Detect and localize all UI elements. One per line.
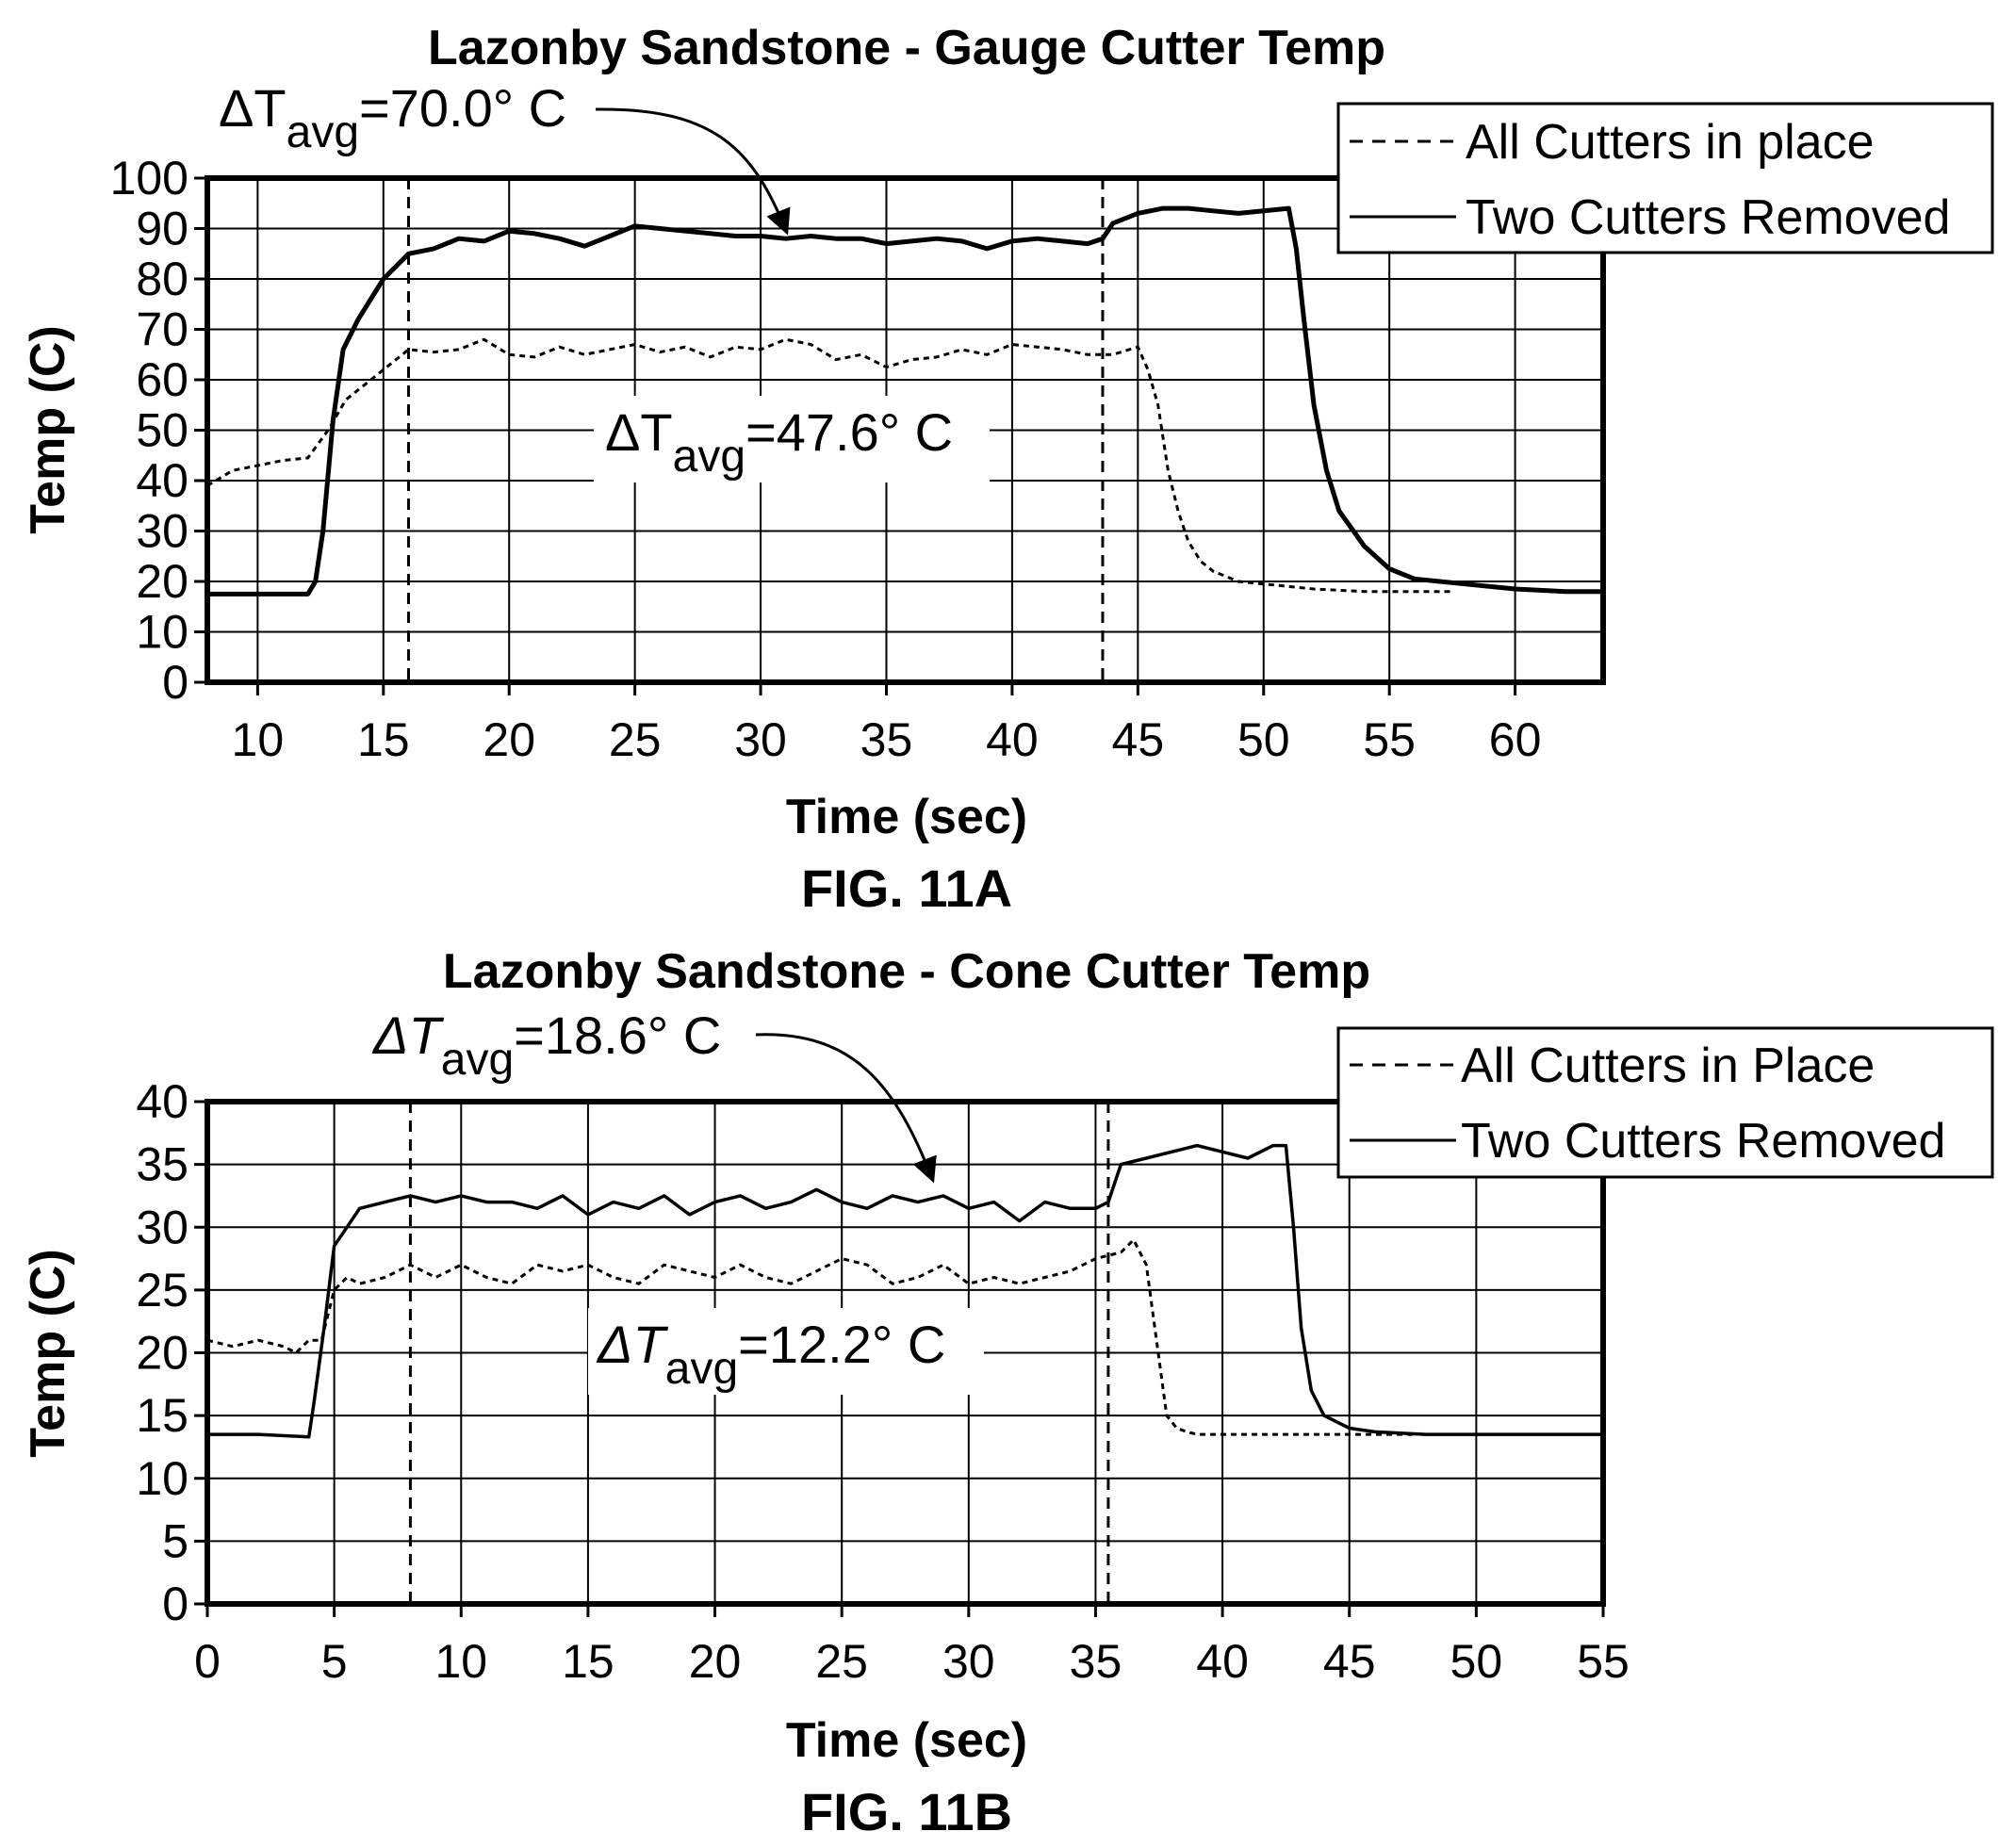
chart-11b-y-tick-label: 5 xyxy=(162,1514,188,1567)
chart-11a-x-tick-label: 55 xyxy=(1363,713,1416,766)
chart-11a-x-tick-label: 15 xyxy=(357,713,410,766)
chart-11b-x-tick-label: 15 xyxy=(562,1635,614,1688)
chart-11a-x-tick-label: 25 xyxy=(609,713,662,766)
chart-11b-legend-label-2: Two Cutters Removed xyxy=(1461,1114,1945,1169)
chart-11b-y-tick-label: 40 xyxy=(136,1075,188,1128)
chart-11a-series-two-removed xyxy=(207,205,1603,597)
chart-11a: Lazonby Sandstone - Gauge Cutter Temp 01… xyxy=(21,21,1994,918)
chart-11a-x-ticks: 10 15 20 25 30 35 40 45 50 55 60 xyxy=(232,682,1542,766)
chart-11b-series-two-removed xyxy=(207,1143,1603,1439)
chart-11a-plot-frame xyxy=(205,175,1606,685)
chart-11a-legend-label-1: All Cutters in place xyxy=(1466,115,1875,170)
chart-11b-x-tick-label: 10 xyxy=(434,1635,487,1688)
chart-11b-title: Lazonby Sandstone - Cone Cutter Temp xyxy=(443,944,1370,999)
chart-11b-y-tick-label: 10 xyxy=(136,1452,188,1505)
chart-11b-x-tick-label: 50 xyxy=(1450,1635,1503,1688)
chart-11b-annotation-delta: ΔTavg=18.6° C xyxy=(371,1006,721,1085)
chart-11a-x-tick-label: 30 xyxy=(734,713,787,766)
chart-11a-y-tick-label: 0 xyxy=(162,656,188,709)
chart-11b-y-tick-label: 35 xyxy=(136,1138,188,1191)
chart-11a-y-tick-label: 100 xyxy=(110,152,188,204)
chart-11a-series-all-cutters xyxy=(206,337,1452,594)
chart-11a-figure-label: FIG. 11A xyxy=(801,859,1012,918)
chart-11b-x-tick-label: 0 xyxy=(194,1635,221,1688)
chart-11b-annotation-arrow xyxy=(755,1033,937,1184)
chart-11a-x-axis-title: Time (sec) xyxy=(786,790,1027,844)
chart-11b-vertical-markers xyxy=(408,1102,1110,1604)
chart-11b-legend: All Cutters in Place Two Cutters Removed xyxy=(1336,1026,1994,1179)
chart-11a-annotation-box xyxy=(594,396,990,482)
chart-11a-series xyxy=(206,205,1603,597)
chart-11a-x-tick-label: 40 xyxy=(986,713,1039,766)
chart-11a-annotation-delta: ΔTavg=70.0° C xyxy=(219,78,566,157)
chart-11b-x-tick-label: 5 xyxy=(321,1635,348,1688)
chart-11b-legend-box xyxy=(1336,1026,1994,1179)
chart-11b-x-tick-label: 35 xyxy=(1070,1635,1122,1688)
chart-11b-y-tick-label: 20 xyxy=(136,1327,188,1380)
chart-11b-x-tick-label: 30 xyxy=(942,1635,995,1688)
chart-11a-legend-label-2: Two Cutters Removed xyxy=(1466,190,1950,245)
chart-11b-y-tick-label: 0 xyxy=(162,1578,188,1630)
chart-11b-figure-label: FIG. 11B xyxy=(801,1782,1012,1841)
chart-11b-x-ticks: 0 5 10 15 20 25 30 35 40 45 50 55 xyxy=(194,1604,1630,1688)
chart-11b-series-all-cutters xyxy=(206,1237,1413,1436)
chart-11a-vertical-markers xyxy=(406,178,1105,682)
chart-11b-x-tick-label: 55 xyxy=(1577,1635,1630,1688)
chart-11b-y-axis-title: Temp (C) xyxy=(21,1249,75,1457)
chart-11a-x-tick-label: 10 xyxy=(232,713,285,766)
chart-11b-x-tick-label: 25 xyxy=(815,1635,868,1688)
chart-11a-y-tick-label: 40 xyxy=(136,454,188,507)
chart-11b-legend-label-1: All Cutters in Place xyxy=(1461,1038,1875,1093)
chart-11a-x-tick-label: 60 xyxy=(1489,713,1542,766)
chart-11a-x-tick-label: 20 xyxy=(483,713,535,766)
chart-11b-y-ticks: 0 5 10 15 20 25 30 35 40 xyxy=(136,1075,207,1630)
chart-11a-y-axis-title: Temp (C) xyxy=(21,325,75,533)
chart-11a-y-tick-label: 10 xyxy=(136,606,188,659)
chart-11a-y-tick-label: 50 xyxy=(136,404,188,457)
chart-11a-x-tick-label: 45 xyxy=(1112,713,1165,766)
chart-11b: Lazonby Sandstone - Cone Cutter Temp 0 5 1… xyxy=(21,944,1994,1841)
chart-11a-x-tick-label: 50 xyxy=(1237,713,1290,766)
chart-11b-x-tick-label: 45 xyxy=(1323,1635,1376,1688)
chart-11a-y-tick-label: 20 xyxy=(136,555,188,608)
chart-11b-x-tick-label: 20 xyxy=(689,1635,742,1688)
chart-11a-y-tick-label: 60 xyxy=(136,353,188,406)
chart-11a-y-tick-label: 90 xyxy=(136,203,188,255)
chart-11a-y-tick-label: 70 xyxy=(136,303,188,356)
chart-11b-annotation-mean: ΔTavg=12.2° C xyxy=(596,1315,945,1394)
chart-11a-legend-box xyxy=(1336,102,1994,254)
chart-11b-x-axis-title: Time (sec) xyxy=(786,1713,1027,1768)
chart-11a-legend: All Cutters in place Two Cutters Removed xyxy=(1336,102,1994,254)
chart-11a-x-tick-label: 35 xyxy=(860,713,913,766)
chart-11b-y-tick-label: 25 xyxy=(136,1264,188,1316)
chart-11b-y-tick-label: 15 xyxy=(136,1389,188,1442)
chart-11b-x-tick-label: 40 xyxy=(1196,1635,1249,1688)
chart-11b-annotation-box xyxy=(588,1308,984,1395)
chart-11b-y-tick-label: 30 xyxy=(136,1201,188,1253)
chart-11a-y-tick-label: 80 xyxy=(136,253,188,305)
chart-11b-series xyxy=(206,1143,1603,1439)
chart-11b-plot-frame xyxy=(205,1099,1606,1607)
chart-11a-annotation-mean: ΔTavg=47.6° C xyxy=(605,402,953,482)
chart-11a-annotation-arrow xyxy=(595,107,791,236)
chart-11a-y-tick-label: 30 xyxy=(136,505,188,558)
chart-11a-title: Lazonby Sandstone - Gauge Cutter Temp xyxy=(428,21,1385,75)
